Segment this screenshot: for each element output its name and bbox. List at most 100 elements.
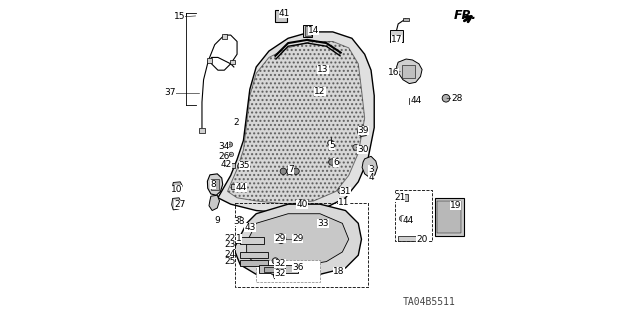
Circle shape: [229, 152, 234, 157]
Circle shape: [280, 168, 287, 174]
Circle shape: [397, 194, 401, 198]
Polygon shape: [273, 274, 276, 279]
Bar: [200, 128, 205, 133]
Text: 44: 44: [402, 216, 413, 225]
Polygon shape: [227, 41, 365, 204]
Text: 32: 32: [275, 259, 286, 268]
Bar: [264, 267, 285, 272]
Circle shape: [236, 216, 243, 223]
Text: 41: 41: [278, 9, 290, 18]
Circle shape: [287, 168, 293, 174]
Text: 44: 44: [235, 183, 246, 192]
Circle shape: [338, 188, 344, 194]
Polygon shape: [397, 59, 422, 84]
Bar: [395, 190, 431, 241]
Bar: [207, 58, 212, 63]
Polygon shape: [172, 198, 181, 210]
Text: 29: 29: [292, 234, 303, 243]
Text: 25: 25: [224, 257, 236, 266]
Bar: [239, 252, 268, 258]
Circle shape: [399, 216, 405, 221]
Text: 21: 21: [394, 193, 405, 202]
Bar: [435, 198, 463, 236]
Text: 15: 15: [174, 12, 186, 21]
Text: 33: 33: [317, 219, 329, 228]
Bar: [211, 179, 219, 190]
Circle shape: [293, 168, 300, 174]
Text: 9: 9: [214, 216, 220, 225]
Circle shape: [237, 163, 244, 169]
Text: 26: 26: [218, 152, 229, 161]
Text: 8: 8: [211, 180, 216, 189]
Text: 24: 24: [224, 250, 236, 259]
Polygon shape: [172, 182, 182, 193]
Bar: [409, 98, 417, 104]
Bar: [303, 25, 312, 37]
Text: 43: 43: [244, 223, 255, 232]
Text: 28: 28: [451, 94, 463, 103]
Circle shape: [442, 94, 450, 102]
Text: 17: 17: [391, 35, 403, 44]
Text: 37: 37: [164, 88, 176, 97]
Text: 35: 35: [239, 161, 250, 170]
Text: 12: 12: [314, 87, 326, 96]
Bar: [246, 225, 253, 230]
Polygon shape: [207, 174, 223, 195]
Circle shape: [294, 264, 301, 271]
Text: 31: 31: [340, 187, 351, 196]
Text: 2: 2: [234, 118, 239, 127]
Text: 16: 16: [388, 68, 399, 77]
Text: 36: 36: [292, 263, 303, 272]
Circle shape: [272, 258, 278, 264]
Text: 13: 13: [317, 65, 329, 74]
Text: 7: 7: [289, 165, 294, 174]
Polygon shape: [234, 204, 362, 278]
Text: TA04B5511: TA04B5511: [403, 297, 456, 307]
Bar: [236, 203, 368, 287]
Text: 1: 1: [236, 234, 241, 243]
Bar: [221, 34, 227, 39]
Text: 3: 3: [368, 165, 374, 174]
Circle shape: [328, 159, 335, 165]
Circle shape: [227, 142, 232, 147]
Text: 44: 44: [410, 96, 421, 105]
Bar: [275, 10, 287, 22]
Bar: [259, 265, 298, 273]
Bar: [390, 30, 403, 42]
Text: 19: 19: [450, 201, 461, 210]
Text: 44: 44: [402, 216, 413, 225]
Text: 29: 29: [275, 234, 286, 243]
Text: 14: 14: [308, 26, 319, 35]
Circle shape: [271, 269, 277, 275]
Text: 4: 4: [368, 173, 374, 182]
Text: 44: 44: [236, 183, 246, 192]
Text: 39: 39: [358, 126, 369, 135]
Text: 30: 30: [357, 145, 369, 154]
Polygon shape: [246, 214, 349, 268]
Text: FR.: FR.: [454, 9, 477, 21]
Text: 32: 32: [275, 269, 286, 278]
Text: 5: 5: [329, 141, 335, 150]
Bar: [403, 65, 415, 78]
Text: 44: 44: [410, 96, 421, 105]
Bar: [305, 26, 311, 36]
Bar: [227, 163, 235, 168]
Circle shape: [353, 145, 358, 150]
Bar: [239, 260, 268, 266]
Bar: [256, 260, 320, 282]
Polygon shape: [358, 126, 367, 137]
Text: 34: 34: [218, 142, 229, 151]
Polygon shape: [209, 195, 220, 211]
Text: 23: 23: [224, 240, 236, 249]
Circle shape: [297, 200, 305, 207]
Bar: [239, 237, 264, 244]
Bar: [403, 18, 409, 21]
Text: 42: 42: [221, 160, 232, 169]
Circle shape: [276, 234, 286, 243]
Polygon shape: [218, 32, 374, 214]
Bar: [437, 201, 461, 233]
Text: 27: 27: [174, 200, 186, 209]
Circle shape: [321, 220, 327, 226]
Circle shape: [328, 140, 333, 146]
Text: 20: 20: [417, 235, 428, 244]
